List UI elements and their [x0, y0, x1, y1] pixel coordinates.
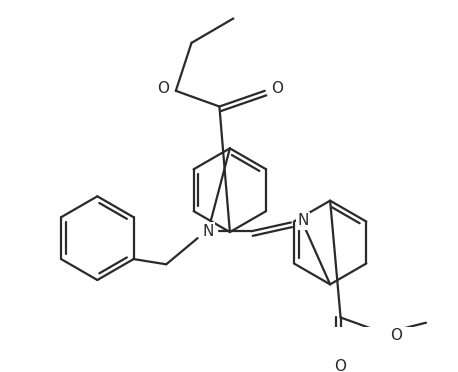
Text: O: O [158, 81, 169, 96]
Text: O: O [271, 81, 283, 96]
Text: O: O [390, 328, 403, 343]
Text: O: O [335, 359, 347, 372]
Text: N: N [202, 224, 214, 239]
Text: N: N [297, 213, 309, 228]
